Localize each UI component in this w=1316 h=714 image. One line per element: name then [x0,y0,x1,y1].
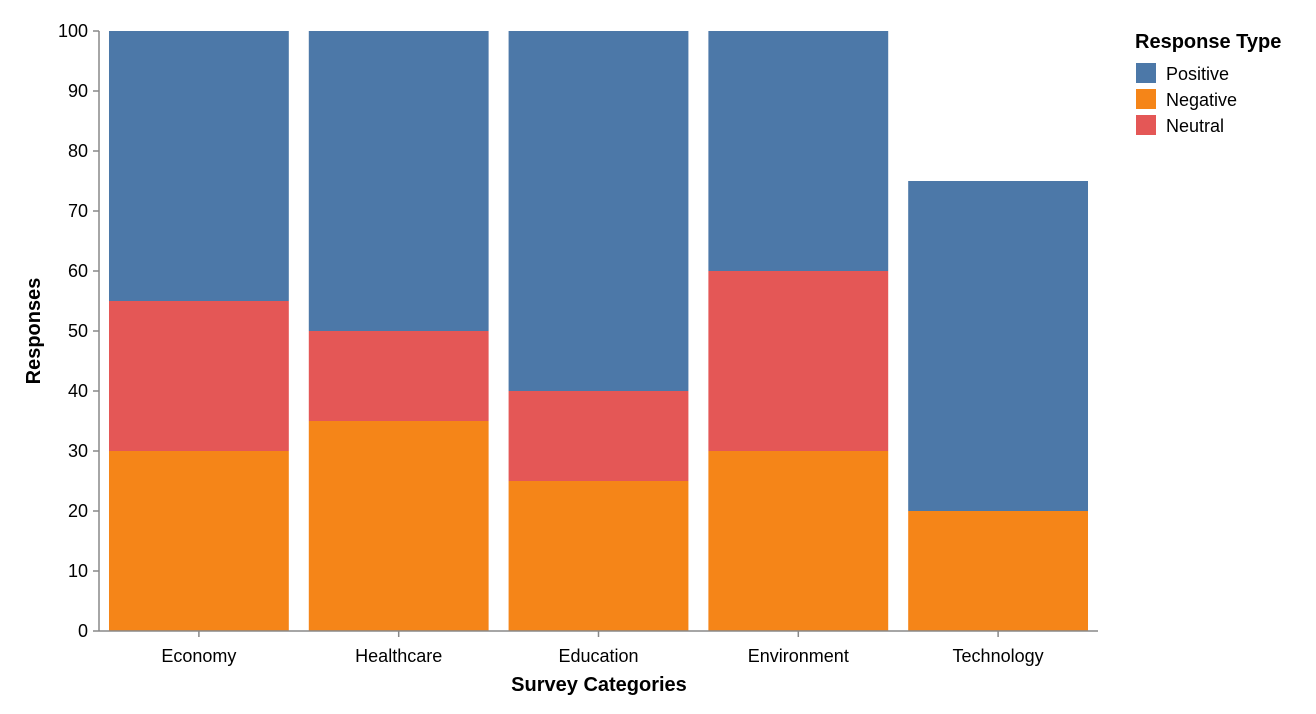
legend: Response Type Positive Negative Neutral [1135,31,1281,136]
x-tick-label-technology: Technology [953,646,1044,666]
bar-environment-positive [708,31,889,271]
legend-label-neutral: Neutral [1166,116,1224,136]
x-tick-label-economy: Economy [161,646,236,666]
x-tick-label-education: Education [558,646,638,666]
y-tick-label: 80 [68,141,88,161]
x-axis-title: Survey Categories [511,674,687,696]
y-tick-label: 20 [68,501,88,521]
bar-environment-negative [708,451,889,631]
bar-economy-positive [108,31,289,301]
bar-economy-neutral [108,301,289,451]
y-tick-label: 70 [68,201,88,221]
bar-education-neutral [508,391,689,481]
legend-title: Response Type [1135,31,1281,53]
bar-technology-positive [908,181,1089,511]
legend-swatch-positive [1136,63,1156,83]
y-tick-label: 30 [68,441,88,461]
legend-swatch-neutral [1136,115,1156,135]
y-tick-label: 60 [68,261,88,281]
legend-label-negative: Negative [1166,90,1237,110]
bar-economy-negative [108,451,289,631]
bar-healthcare-positive [308,31,489,331]
bar-technology-negative [908,511,1089,631]
bar-education-positive [508,31,689,391]
x-tick-label-environment: Environment [748,646,849,666]
bar-environment-neutral [708,271,889,451]
bar-healthcare-negative [308,421,489,631]
y-axis-title: Responses [23,278,45,385]
bars-layer [108,31,1089,631]
y-tick-label: 0 [78,621,88,641]
legend-swatch-negative [1136,89,1156,109]
y-tick-label: 50 [68,321,88,341]
legend-label-positive: Positive [1166,64,1229,84]
y-axis: 0 10 20 30 40 50 60 70 80 90 100 [58,21,100,641]
x-tick-label-healthcare: Healthcare [355,646,442,666]
y-tick-label: 90 [68,81,88,101]
y-tick-label: 40 [68,381,88,401]
legend-entries: Positive Negative Neutral [1136,63,1237,136]
x-axis: Economy Healthcare Education Environment Tec… [99,630,1098,666]
y-tick-label: 100 [58,21,88,41]
bar-healthcare-neutral [308,331,489,421]
y-tick-label: 10 [68,561,88,581]
bar-education-negative [508,481,689,631]
